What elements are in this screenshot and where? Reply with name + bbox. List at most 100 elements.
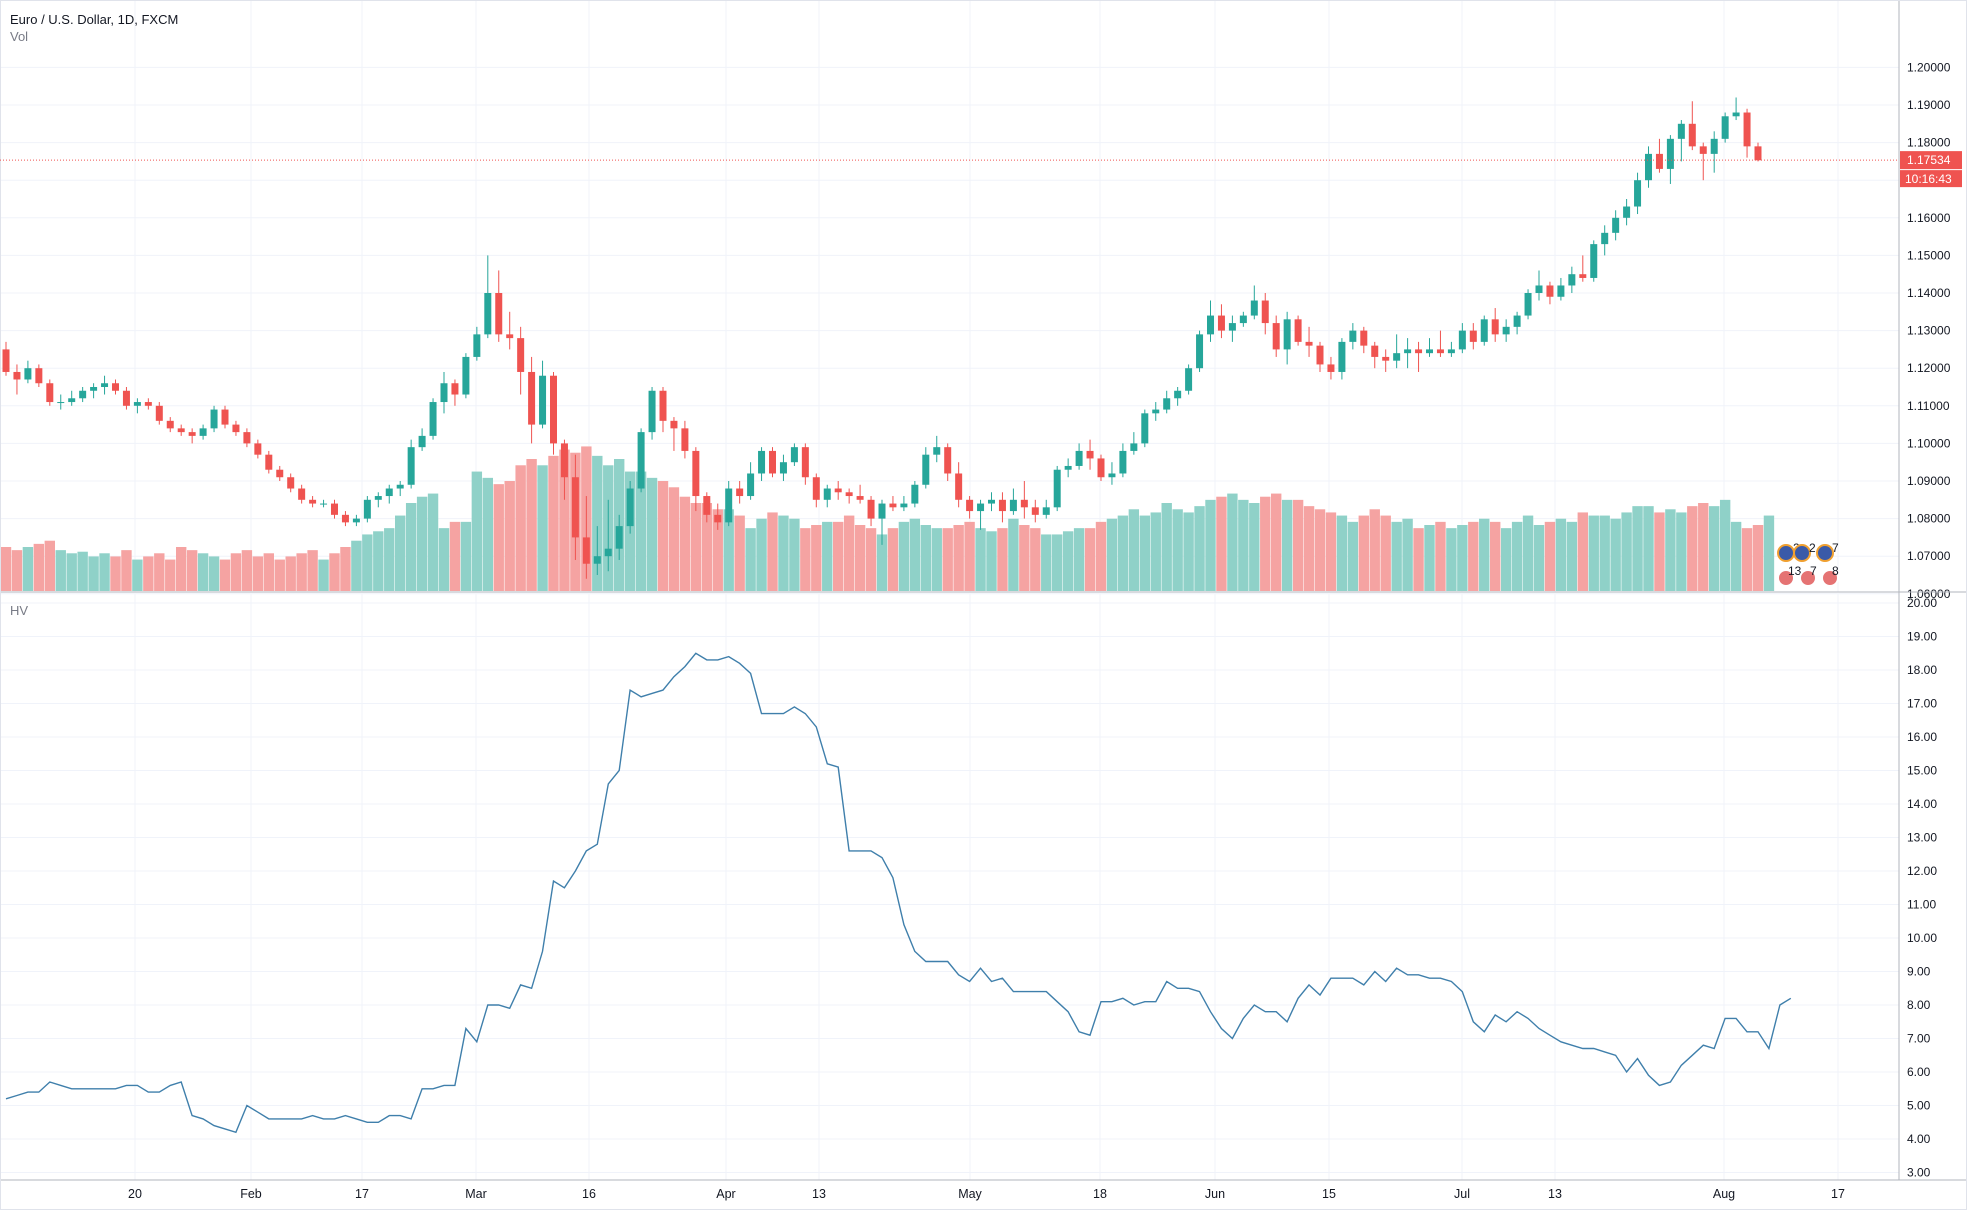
volume-bar	[1479, 518, 1490, 591]
symbol-legend[interactable]: Euro / U.S. Dollar, 1D, FXCM	[10, 12, 178, 28]
event-marker-count: 7	[1832, 541, 1839, 555]
price-tick-label: 1.07000	[1907, 549, 1951, 563]
candle-body	[1371, 345, 1379, 357]
candle-body	[462, 356, 470, 395]
hv-tick-label: 17.00	[1907, 697, 1937, 711]
candle-body	[900, 503, 908, 508]
candle-body	[1645, 153, 1652, 181]
candle-body	[977, 503, 985, 512]
volume-bar	[176, 547, 187, 591]
candle-body	[1732, 112, 1740, 117]
candle-body	[528, 371, 536, 425]
time-tick-label: Apr	[716, 1187, 735, 1201]
candle-body	[1579, 274, 1587, 278]
volume-legend[interactable]: Vol	[10, 29, 28, 45]
candle-body	[221, 409, 229, 425]
hv-tick-label: 12.00	[1907, 864, 1937, 878]
candle-body	[1272, 323, 1280, 350]
volume-bar	[1555, 518, 1567, 591]
candle-body	[254, 443, 262, 455]
volume-bar	[1019, 525, 1030, 591]
candle-body	[90, 387, 98, 391]
price-tick-label: 1.16000	[1907, 211, 1951, 225]
volume-bar	[307, 550, 318, 591]
candle-body	[122, 390, 130, 406]
volume-bar	[460, 521, 472, 591]
volume-bar	[351, 540, 362, 591]
volume-bar	[1544, 521, 1556, 591]
volume-bar	[712, 509, 723, 591]
candle-body	[1415, 349, 1423, 354]
hv-line-layer	[5, 652, 1792, 1134]
candle-body	[352, 518, 360, 523]
volume-bar	[0, 547, 12, 591]
volume-bar	[230, 553, 242, 591]
volume-bar	[822, 521, 833, 591]
price-tick-label: 1.14000	[1907, 286, 1951, 300]
volume-bar	[1106, 518, 1118, 591]
candle-body	[232, 424, 240, 433]
candle-body	[1163, 398, 1171, 410]
volume-bar	[931, 528, 942, 591]
volume-bar	[1654, 512, 1665, 591]
volume-bar	[887, 528, 899, 591]
event-marker-icon[interactable]	[1799, 569, 1817, 587]
event-marker-icon[interactable]	[1793, 544, 1811, 562]
volume-bar	[1369, 509, 1380, 591]
volume-bar	[1402, 518, 1413, 591]
volume-bar	[865, 528, 877, 591]
candle-body	[1152, 409, 1160, 414]
event-markers[interactable]: 2271378	[1777, 541, 1839, 587]
event-marker-icon[interactable]	[1821, 569, 1839, 587]
hv-tick-label: 15.00	[1907, 764, 1937, 778]
candle-body	[440, 383, 448, 403]
candle-body	[265, 454, 273, 470]
candle-body	[506, 334, 514, 339]
volume-bar	[395, 515, 406, 591]
event-marker-icon[interactable]	[1816, 544, 1834, 562]
candle-body	[998, 499, 1006, 512]
event-marker-icon[interactable]	[1777, 569, 1795, 587]
volume-bar	[1566, 521, 1578, 591]
candle-body	[670, 420, 678, 429]
candle-body	[1677, 123, 1685, 139]
candle-body	[648, 390, 656, 433]
candle-body	[889, 503, 897, 508]
candle-body	[1590, 244, 1598, 278]
candle-body	[823, 488, 831, 500]
volume-bar	[1030, 528, 1041, 591]
candle-body	[1130, 443, 1138, 451]
hv-legend[interactable]: HV	[10, 603, 28, 619]
volume-bar	[668, 487, 680, 591]
candle-body	[560, 443, 568, 478]
volume-bar	[1172, 509, 1183, 591]
candle-body	[309, 499, 317, 504]
volume-bar	[1380, 515, 1391, 591]
volume-bar	[1522, 515, 1534, 591]
volume-bar	[734, 515, 745, 591]
volume-bar	[1413, 528, 1424, 591]
candle-body	[1666, 138, 1674, 169]
volume-bar	[1095, 521, 1107, 591]
volume-bar	[1303, 506, 1315, 591]
volume-bar	[241, 550, 253, 591]
candle-body	[35, 368, 43, 384]
volume-bar	[340, 547, 351, 591]
volume-bar	[1709, 506, 1720, 591]
candle-body	[1360, 330, 1368, 346]
candle-body	[1721, 116, 1729, 139]
candle-body	[1053, 469, 1061, 508]
price-tick-label: 1.06000	[1907, 587, 1951, 601]
candle-body	[1207, 315, 1214, 335]
candle-body	[834, 488, 842, 493]
volume-bar	[1457, 525, 1468, 591]
candle-body	[736, 488, 744, 497]
volume-bar	[296, 553, 307, 591]
volume-bar	[1128, 509, 1140, 591]
candle-body	[779, 462, 787, 474]
candle-body	[988, 499, 995, 504]
event-marker-icon[interactable]	[1777, 544, 1795, 562]
volume-bar	[1008, 518, 1019, 591]
candle-body	[495, 293, 503, 335]
